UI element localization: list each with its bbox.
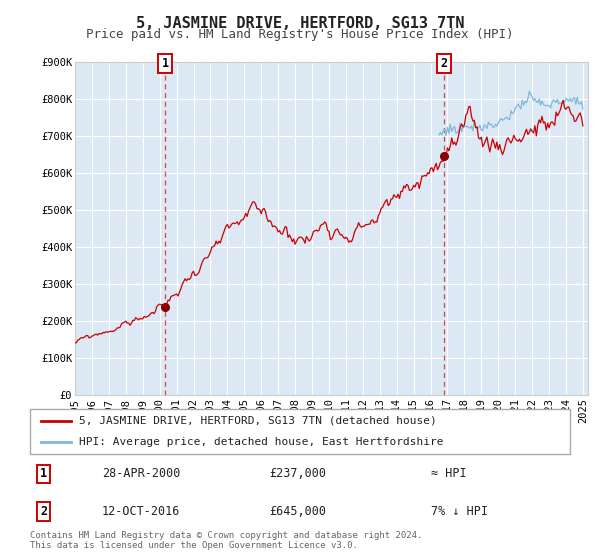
Text: 1: 1 xyxy=(40,468,47,480)
Text: 12-OCT-2016: 12-OCT-2016 xyxy=(102,505,181,518)
Text: £237,000: £237,000 xyxy=(269,468,326,480)
Text: 2: 2 xyxy=(40,505,47,518)
FancyBboxPatch shape xyxy=(30,409,570,454)
Text: ≈ HPI: ≈ HPI xyxy=(431,468,467,480)
Text: Contains HM Land Registry data © Crown copyright and database right 2024.
This d: Contains HM Land Registry data © Crown c… xyxy=(30,531,422,550)
Text: £645,000: £645,000 xyxy=(269,505,326,518)
Text: HPI: Average price, detached house, East Hertfordshire: HPI: Average price, detached house, East… xyxy=(79,436,443,446)
Text: 2: 2 xyxy=(440,57,448,70)
Text: 1: 1 xyxy=(161,57,169,70)
Text: 7% ↓ HPI: 7% ↓ HPI xyxy=(431,505,488,518)
Text: Price paid vs. HM Land Registry's House Price Index (HPI): Price paid vs. HM Land Registry's House … xyxy=(86,28,514,41)
Text: 28-APR-2000: 28-APR-2000 xyxy=(102,468,181,480)
Text: 5, JASMINE DRIVE, HERTFORD, SG13 7TN: 5, JASMINE DRIVE, HERTFORD, SG13 7TN xyxy=(136,16,464,31)
Text: 5, JASMINE DRIVE, HERTFORD, SG13 7TN (detached house): 5, JASMINE DRIVE, HERTFORD, SG13 7TN (de… xyxy=(79,416,436,426)
